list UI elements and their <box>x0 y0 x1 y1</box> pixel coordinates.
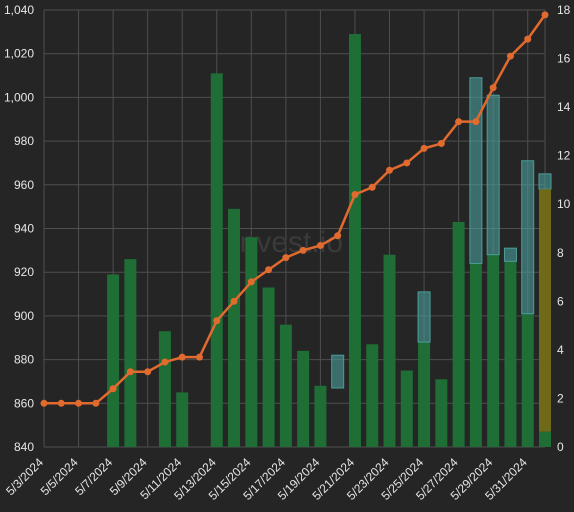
line-point <box>368 183 376 191</box>
left-axis-tick-label: 960 <box>14 178 34 192</box>
line-series <box>40 11 549 407</box>
bar-green <box>245 237 258 447</box>
line-point <box>144 368 152 376</box>
right-axis-tick-label: 2 <box>557 391 564 405</box>
bar-green <box>262 287 275 447</box>
line-point <box>161 358 169 366</box>
bar-green <box>504 261 517 447</box>
line-point <box>351 191 359 199</box>
left-axis-tick-label: 840 <box>14 440 34 454</box>
bar-teal <box>486 94 500 256</box>
line-point <box>437 140 445 148</box>
line-point <box>472 118 480 126</box>
right-axis-tick-label: 14 <box>557 100 571 114</box>
right-axis-tick-label: 16 <box>557 52 571 66</box>
left-axis-tick-label: 1,020 <box>4 47 34 61</box>
line-point <box>386 166 394 174</box>
bar-green <box>418 342 431 447</box>
line-point <box>195 353 203 361</box>
line-point <box>455 118 463 126</box>
left-axis-tick-label: 1,000 <box>4 90 34 104</box>
line-point <box>178 353 186 361</box>
left-axis-tick-label: 940 <box>14 222 34 236</box>
left-axis-tick-label: 980 <box>14 134 34 148</box>
bar-green <box>435 379 448 447</box>
bar-green <box>487 254 500 447</box>
right-axis-tick-label: 10 <box>557 197 571 211</box>
line-point <box>247 278 255 286</box>
bar-teal <box>331 354 345 389</box>
line-point <box>92 399 100 407</box>
bar-green <box>124 259 137 447</box>
bar-green <box>469 263 482 447</box>
bar-teal <box>521 160 535 315</box>
left-axis-tick-label: 900 <box>14 309 34 323</box>
bar-green <box>452 221 465 447</box>
bar-series <box>107 34 552 448</box>
bar-teal <box>469 77 483 264</box>
line-point <box>420 144 428 152</box>
line-point <box>334 232 342 240</box>
bar-green <box>228 208 241 447</box>
line-point <box>524 35 532 43</box>
bar-green <box>176 392 189 447</box>
bar-green <box>297 350 310 447</box>
bar-green <box>521 313 534 447</box>
bar-green <box>400 370 413 447</box>
line-point <box>213 317 221 325</box>
line-point <box>282 254 290 262</box>
line-point <box>40 399 48 407</box>
line-point <box>299 246 307 254</box>
line-point <box>75 399 83 407</box>
bar-green <box>539 431 551 447</box>
line-point <box>489 84 497 92</box>
line-point <box>265 266 273 274</box>
bar-green <box>366 344 379 447</box>
line-point <box>316 241 324 249</box>
line-point <box>230 297 238 305</box>
line-point <box>541 11 549 19</box>
bar-olive <box>539 189 551 432</box>
left-axis-tick-label: 1,040 <box>4 3 34 17</box>
left-axis-tick-label: 920 <box>14 265 34 279</box>
left-axis-tick-label: 880 <box>14 353 34 367</box>
bar-green <box>383 254 396 447</box>
bar-green <box>348 34 361 447</box>
line-point <box>126 368 134 376</box>
right-axis-tick-label: 12 <box>557 149 571 163</box>
bar-teal <box>503 247 517 262</box>
bar-teal <box>417 291 431 343</box>
bar-teal <box>538 173 552 190</box>
right-axis-tick-label: 4 <box>557 343 564 357</box>
bar-green <box>107 274 120 447</box>
line-point <box>109 385 117 393</box>
left-axis-labels: 840 860 880 900 920 940 960 980 1,000 1,020 1,040 <box>4 3 34 454</box>
right-axis-tick-label: 6 <box>557 294 564 308</box>
bar-green <box>210 73 223 448</box>
right-axis-labels: 0 2 4 6 8 10 12 14 16 18 <box>557 3 571 454</box>
line-point <box>403 159 411 167</box>
right-axis-tick-label: 8 <box>557 246 564 260</box>
right-axis-tick-label: 0 <box>557 440 564 454</box>
left-axis-tick-label: 860 <box>14 396 34 410</box>
line-point <box>506 52 514 60</box>
bar-green <box>314 385 327 447</box>
bar-green <box>158 331 171 447</box>
bar-green <box>279 324 292 447</box>
line-point <box>57 399 65 407</box>
right-axis-tick-label: 18 <box>557 3 571 17</box>
